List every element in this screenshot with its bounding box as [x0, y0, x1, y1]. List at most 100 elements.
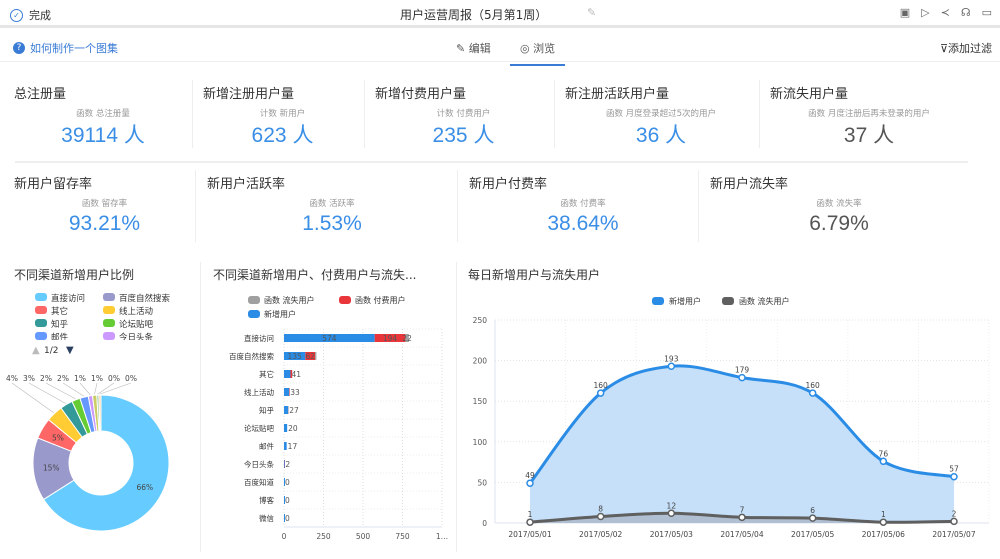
play-icon[interactable]: ▷ — [921, 6, 930, 19]
legend-label[interactable]: 函数 流失用户 — [264, 295, 315, 305]
bar-segment[interactable] — [284, 334, 375, 342]
data-label: 193 — [664, 354, 679, 363]
tab-browse[interactable]: ◎ 浏览 — [510, 40, 566, 66]
bar-segment[interactable] — [374, 334, 406, 342]
tab-edit[interactable]: ✎ 编辑 — [456, 40, 491, 56]
legend-swatch[interactable] — [103, 332, 115, 340]
legend-swatch[interactable] — [103, 306, 115, 314]
x-tick-label: 0 — [282, 532, 287, 541]
legend-swatch[interactable] — [103, 293, 115, 301]
help-link[interactable]: ? 如何制作一个图集 — [13, 40, 118, 56]
bar-segment[interactable] — [284, 388, 290, 396]
legend-swatch[interactable] — [652, 297, 664, 305]
help-icon: ? — [13, 42, 25, 54]
slice-label: 66% — [136, 483, 153, 492]
legend-label[interactable]: 百度自然搜索 — [119, 293, 170, 304]
data-point[interactable] — [738, 373, 746, 382]
data-point[interactable] — [879, 518, 888, 526]
legend-swatch[interactable] — [103, 319, 115, 327]
category-label: 其它 — [259, 369, 274, 379]
kpi-number: 39114 — [61, 124, 118, 147]
x-tick-label: 2017/05/01 — [508, 530, 551, 539]
bar-segment[interactable] — [284, 352, 306, 360]
divider — [457, 170, 458, 242]
category-label: 论坛贴吧 — [244, 423, 274, 433]
data-point[interactable] — [879, 457, 888, 466]
bar-segment[interactable] — [284, 496, 285, 504]
data-point[interactable] — [667, 509, 676, 518]
legend-swatch[interactable] — [35, 319, 47, 327]
slice-label: 4% — [6, 374, 18, 383]
line-chart: 新增用户 函数 流失用户 0 50 100 150 200 250 2017/05/01 2017… — [473, 296, 990, 539]
y-tick-label: 0 — [482, 519, 487, 528]
legend-swatch[interactable] — [722, 297, 734, 305]
bar-segment[interactable] — [305, 352, 316, 360]
data-point[interactable] — [526, 479, 534, 487]
tab-browse-label: 浏览 — [533, 42, 556, 55]
legend-label[interactable]: 邮件 — [51, 332, 69, 343]
legend-prev-icon[interactable]: ▲ — [32, 345, 40, 356]
pie-slice[interactable] — [42, 394, 170, 532]
bar-segment[interactable] — [315, 352, 317, 360]
kpi-subtitle: 函数 月度注册后再未登录的用户 — [808, 109, 930, 119]
legend-swatch[interactable] — [339, 296, 351, 304]
legend-swatch[interactable] — [248, 296, 260, 304]
bar-segment[interactable] — [284, 406, 289, 414]
bar-segment[interactable] — [290, 370, 293, 378]
headset-icon[interactable]: ☊ — [960, 6, 971, 19]
data-point[interactable] — [596, 512, 605, 521]
legend-label[interactable]: 知乎 — [51, 319, 69, 330]
y-tick-label: 200 — [473, 357, 488, 366]
data-point[interactable] — [808, 389, 817, 397]
divider — [364, 80, 365, 148]
legend-label[interactable]: 其它 — [51, 306, 68, 317]
data-point[interactable] — [738, 513, 746, 522]
pie-slice[interactable] — [98, 394, 102, 432]
bar-segment[interactable] — [284, 370, 291, 378]
bar-segment[interactable] — [284, 424, 288, 432]
data-label: 179 — [735, 366, 750, 375]
slice-leader-line — [45, 382, 76, 400]
legend-swatch[interactable] — [35, 332, 47, 340]
legend-swatch[interactable] — [35, 306, 47, 314]
bar-segment[interactable] — [284, 442, 287, 450]
legend-swatch[interactable] — [248, 310, 260, 318]
slice-leader-line — [97, 382, 115, 395]
kpi-title: 新流失用户量 — [770, 87, 849, 102]
legend-swatch[interactable] — [35, 293, 47, 301]
done-button[interactable]: ✓ 完成 — [10, 7, 51, 23]
data-point[interactable] — [596, 389, 605, 397]
kpi-title: 总注册量 — [14, 87, 67, 102]
edit-title-icon[interactable]: ✎ — [587, 6, 597, 19]
bar-segment[interactable] — [284, 514, 285, 522]
pencil-icon: ✎ — [456, 42, 469, 55]
comment-icon[interactable]: ▭ — [981, 6, 992, 19]
screen-icon[interactable]: ▣ — [899, 6, 911, 19]
legend-label[interactable]: 函数 付费用户 — [355, 295, 406, 305]
share-icon[interactable]: ≺ — [940, 6, 950, 19]
kpi-value: 1.53% — [302, 212, 362, 235]
data-point[interactable] — [950, 517, 958, 526]
kpi-unit: 人 — [665, 124, 687, 147]
x-tick-label: 2017/05/06 — [862, 530, 905, 539]
data-point[interactable] — [667, 362, 676, 371]
help-label: 如何制作一个图集 — [30, 42, 118, 55]
legend-label[interactable]: 今日头条 — [119, 332, 154, 343]
kpi-unit: 人 — [473, 124, 495, 147]
legend-label[interactable]: 函数 流失用户 — [739, 296, 790, 306]
bar-segment[interactable] — [405, 334, 409, 342]
data-point[interactable] — [950, 472, 958, 481]
legend-label[interactable]: 新增用户 — [264, 309, 296, 319]
legend-label[interactable]: 论坛贴吧 — [119, 319, 154, 330]
legend-next-icon[interactable]: ▼ — [66, 345, 74, 356]
legend-label[interactable]: 线上活动 — [119, 306, 154, 317]
legend-label[interactable]: 新增用户 — [669, 296, 701, 306]
data-point[interactable] — [526, 518, 534, 526]
data-label: 160 — [594, 381, 609, 390]
legend-label[interactable]: 直接访问 — [51, 293, 85, 304]
category-label: 直接访问 — [244, 333, 274, 343]
data-point[interactable] — [808, 514, 817, 522]
bar-segment[interactable] — [284, 478, 285, 486]
kpi-value: 37 人 — [770, 119, 968, 149]
add-filter-button[interactable]: ⊽添加过滤 — [940, 40, 992, 56]
